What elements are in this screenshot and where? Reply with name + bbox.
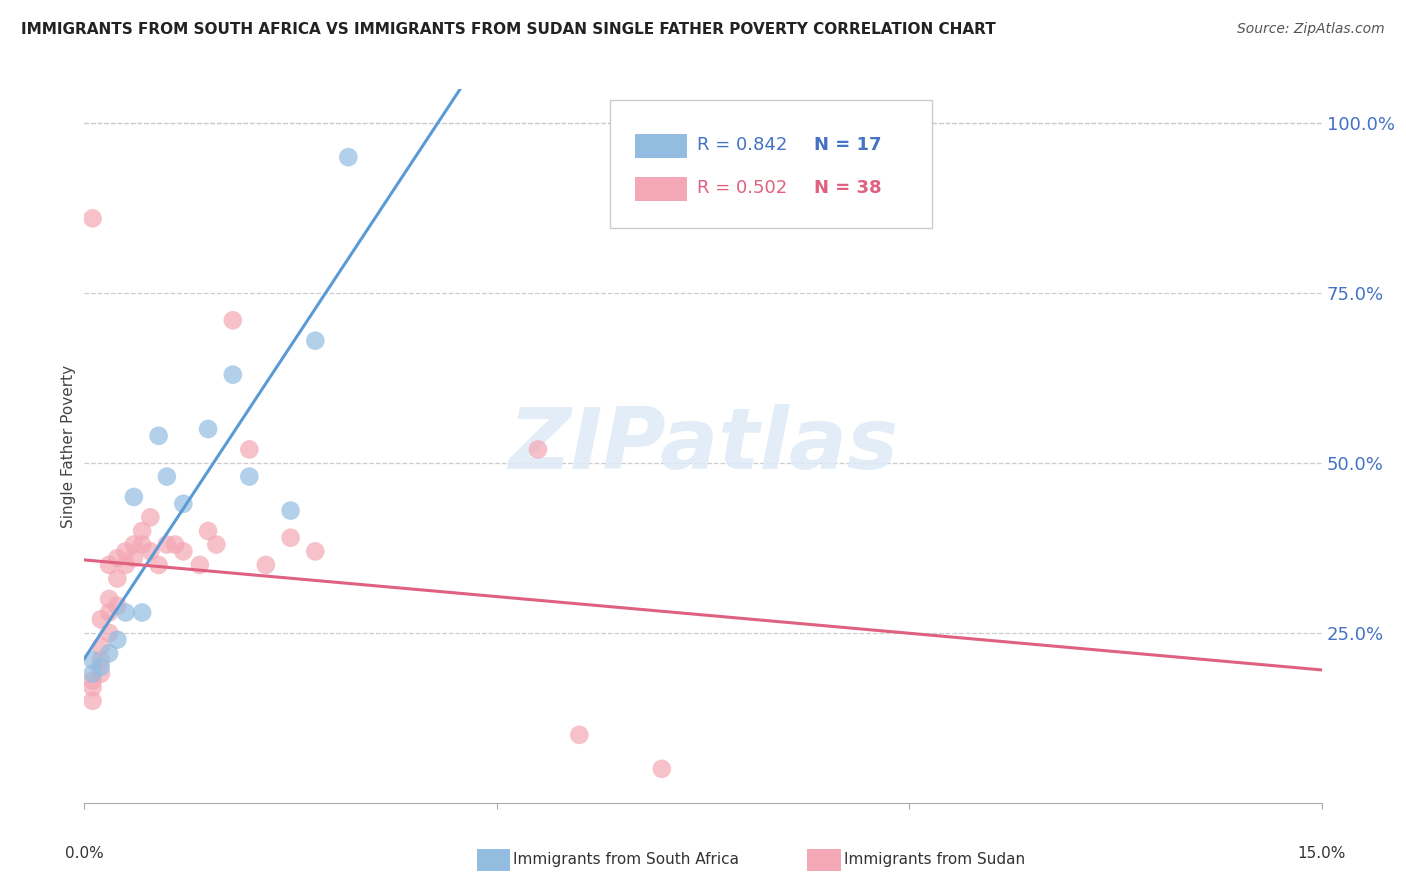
Point: [156, 469, 179, 483]
Text: ZIPatlas: ZIPatlas: [508, 404, 898, 488]
Point: [197, 524, 219, 538]
Point: [156, 537, 179, 551]
Text: N = 38: N = 38: [814, 178, 882, 196]
Point: [105, 551, 128, 566]
Point: [114, 544, 136, 558]
Point: [205, 537, 228, 551]
Point: [651, 762, 673, 776]
Text: 15.0%: 15.0%: [1298, 846, 1346, 861]
Text: Source: ZipAtlas.com: Source: ZipAtlas.com: [1237, 22, 1385, 37]
Point: [82, 666, 104, 681]
Point: [188, 558, 211, 572]
Point: [131, 524, 153, 538]
Point: [304, 544, 326, 558]
Point: [222, 313, 245, 327]
Text: Immigrants from South Africa: Immigrants from South Africa: [513, 853, 740, 867]
Text: IMMIGRANTS FROM SOUTH AFRICA VS IMMIGRANTS FROM SUDAN SINGLE FATHER POVERTY CORR: IMMIGRANTS FROM SOUTH AFRICA VS IMMIGRAN…: [21, 22, 995, 37]
Point: [105, 599, 128, 613]
Text: N = 17: N = 17: [814, 136, 882, 153]
Point: [98, 646, 121, 660]
Point: [568, 728, 591, 742]
Point: [304, 334, 326, 348]
Point: [131, 606, 153, 620]
Point: [238, 469, 260, 483]
FancyBboxPatch shape: [610, 100, 932, 228]
Point: [82, 673, 104, 688]
Text: R = 0.842: R = 0.842: [697, 136, 787, 153]
Point: [148, 558, 170, 572]
Point: [82, 680, 104, 694]
Point: [105, 632, 128, 647]
Point: [90, 666, 112, 681]
Point: [254, 558, 277, 572]
Point: [90, 640, 112, 654]
Point: [98, 606, 121, 620]
Text: Immigrants from Sudan: Immigrants from Sudan: [844, 853, 1025, 867]
Point: [98, 626, 121, 640]
Point: [172, 497, 194, 511]
Point: [82, 211, 104, 226]
Y-axis label: Single Father Poverty: Single Father Poverty: [60, 365, 76, 527]
Point: [98, 558, 121, 572]
Point: [90, 660, 112, 674]
Point: [90, 612, 112, 626]
Point: [122, 537, 145, 551]
Point: [222, 368, 245, 382]
Point: [82, 694, 104, 708]
FancyBboxPatch shape: [636, 177, 688, 202]
Point: [122, 490, 145, 504]
Point: [82, 653, 104, 667]
Point: [114, 606, 136, 620]
Point: [280, 503, 302, 517]
Point: [122, 551, 145, 566]
Point: [238, 442, 260, 457]
Text: 0.0%: 0.0%: [65, 846, 104, 861]
Point: [105, 572, 128, 586]
Point: [114, 558, 136, 572]
Point: [172, 544, 194, 558]
Point: [197, 422, 219, 436]
Point: [98, 591, 121, 606]
Point: [337, 150, 360, 164]
Point: [139, 544, 162, 558]
FancyBboxPatch shape: [636, 134, 688, 159]
Point: [527, 442, 550, 457]
Point: [280, 531, 302, 545]
Point: [148, 429, 170, 443]
Point: [139, 510, 162, 524]
Point: [90, 653, 112, 667]
Text: R = 0.502: R = 0.502: [697, 178, 787, 196]
Point: [131, 537, 153, 551]
Point: [165, 537, 187, 551]
